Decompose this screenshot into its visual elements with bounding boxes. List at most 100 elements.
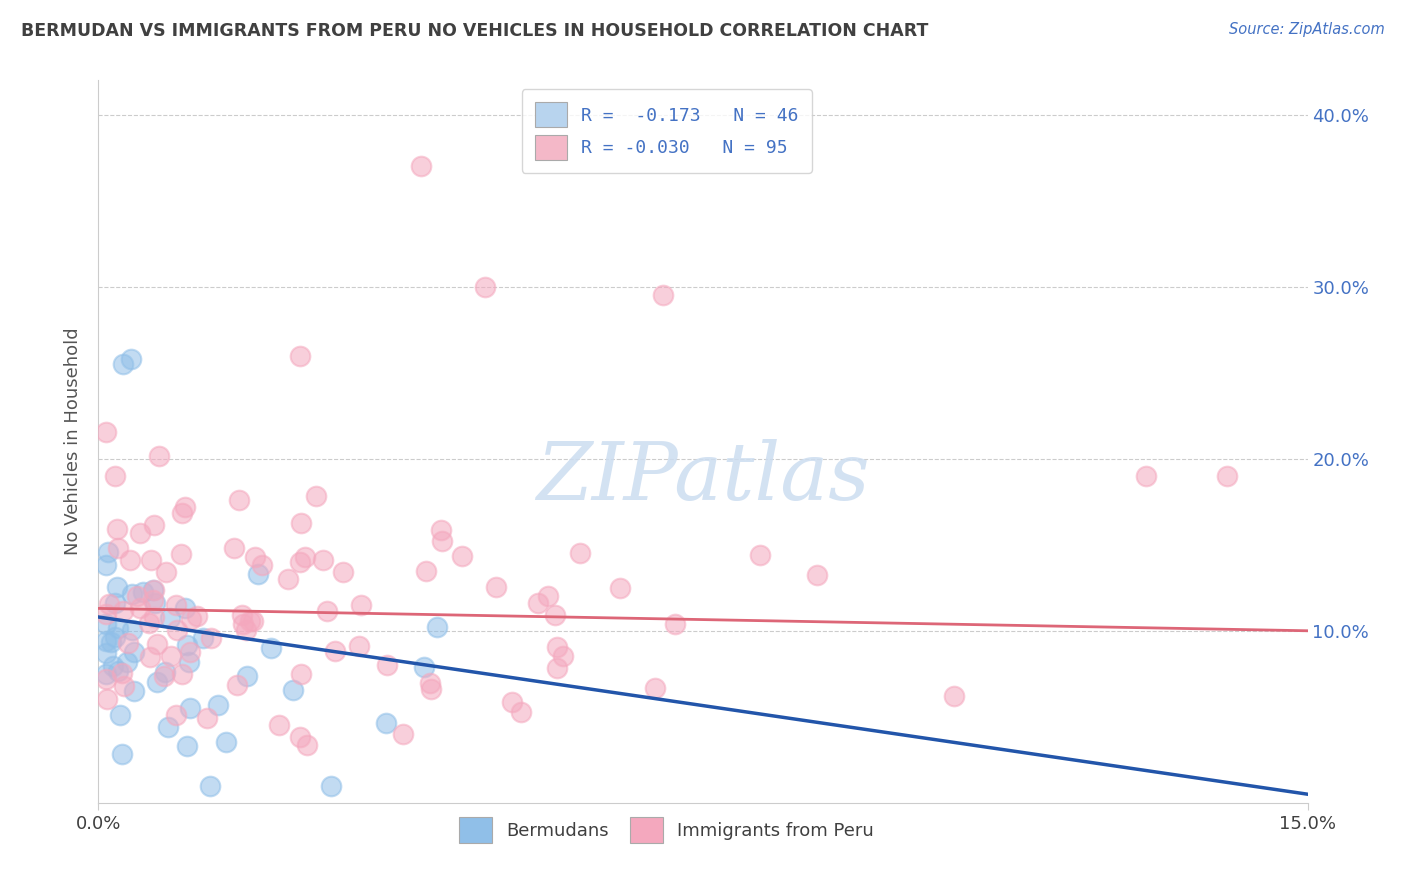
Point xyxy=(179,645,201,659)
Point xyxy=(120,351,142,366)
Point xyxy=(228,493,250,508)
Point xyxy=(111,666,134,681)
Point xyxy=(166,624,188,638)
Point xyxy=(290,730,312,744)
Point xyxy=(277,572,299,586)
Point xyxy=(139,650,162,665)
Point xyxy=(451,549,474,563)
Point xyxy=(235,623,257,637)
Point xyxy=(546,661,568,675)
Point xyxy=(1216,469,1239,483)
Point xyxy=(942,689,965,703)
Point xyxy=(143,583,166,598)
Point xyxy=(117,655,139,669)
Point xyxy=(96,607,118,621)
Legend: Bermudans, Immigrants from Peru: Bermudans, Immigrants from Peru xyxy=(447,805,887,855)
Point xyxy=(96,672,118,686)
Point xyxy=(129,601,152,615)
Point xyxy=(107,664,129,678)
Point xyxy=(180,612,202,626)
Point xyxy=(319,779,342,793)
Point xyxy=(177,655,200,669)
Point xyxy=(349,639,371,653)
Point xyxy=(207,698,229,712)
Point xyxy=(121,623,143,637)
Point xyxy=(474,279,496,293)
Point xyxy=(290,516,312,531)
Point xyxy=(260,640,283,655)
Point xyxy=(138,615,160,630)
Point xyxy=(172,507,194,521)
Point xyxy=(148,449,170,463)
Point xyxy=(104,630,127,644)
Point xyxy=(100,634,122,648)
Point xyxy=(153,669,176,683)
Point xyxy=(170,547,193,561)
Point xyxy=(129,526,152,541)
Point xyxy=(110,747,132,762)
Point xyxy=(111,604,134,618)
Point xyxy=(122,683,145,698)
Point xyxy=(96,692,118,706)
Point xyxy=(413,660,436,674)
Point xyxy=(806,567,828,582)
Point xyxy=(305,489,328,503)
Point xyxy=(174,500,197,514)
Point xyxy=(288,349,311,363)
Point xyxy=(143,596,166,610)
Point xyxy=(247,567,270,582)
Point xyxy=(143,518,166,533)
Point xyxy=(430,533,453,548)
Point xyxy=(544,608,567,623)
Point xyxy=(236,669,259,683)
Point xyxy=(231,608,253,623)
Point xyxy=(96,425,118,439)
Point xyxy=(239,614,262,628)
Point xyxy=(96,667,118,681)
Point xyxy=(122,645,145,659)
Point xyxy=(250,558,273,572)
Point xyxy=(176,638,198,652)
Point xyxy=(392,727,415,741)
Point xyxy=(193,631,215,645)
Point xyxy=(174,601,197,615)
Point xyxy=(101,658,124,673)
Point xyxy=(243,549,266,564)
Point xyxy=(375,715,398,730)
Point xyxy=(112,680,135,694)
Point xyxy=(98,597,121,611)
Point xyxy=(232,617,254,632)
Point xyxy=(157,720,180,734)
Point xyxy=(139,553,162,567)
Point xyxy=(644,681,666,695)
Point xyxy=(121,586,143,600)
Point xyxy=(485,581,508,595)
Point xyxy=(117,636,139,650)
Point xyxy=(409,159,432,173)
Point xyxy=(159,648,181,663)
Point xyxy=(426,620,449,634)
Point xyxy=(146,674,169,689)
Point xyxy=(142,610,165,624)
Point xyxy=(96,633,118,648)
Point xyxy=(222,541,245,555)
Point xyxy=(568,546,591,560)
Point xyxy=(267,718,290,732)
Point xyxy=(198,779,221,793)
Point xyxy=(142,592,165,607)
Point xyxy=(96,558,118,572)
Point xyxy=(420,682,443,697)
Point xyxy=(315,604,337,618)
Text: Source: ZipAtlas.com: Source: ZipAtlas.com xyxy=(1229,22,1385,37)
Point xyxy=(553,648,575,663)
Point xyxy=(96,617,118,632)
Point xyxy=(510,705,533,719)
Point xyxy=(501,695,523,709)
Point xyxy=(153,665,176,679)
Point xyxy=(165,708,187,723)
Point xyxy=(103,469,125,483)
Y-axis label: No Vehicles in Household: No Vehicles in Household xyxy=(65,327,83,556)
Point xyxy=(748,549,770,563)
Point xyxy=(537,589,560,603)
Point xyxy=(242,614,264,628)
